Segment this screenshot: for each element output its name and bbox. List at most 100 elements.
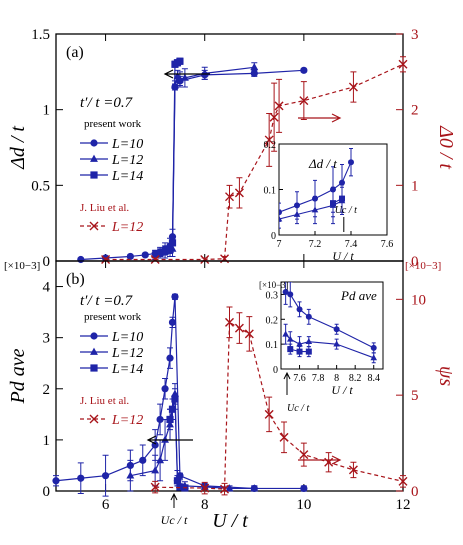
inset-point (339, 179, 345, 186)
series-circle-point (126, 252, 134, 261)
legend-marker (90, 139, 98, 147)
series-triangle-point (161, 435, 170, 443)
arrow-right (298, 113, 342, 123)
uc-arrow (170, 492, 178, 508)
series-triangle (151, 62, 259, 260)
legend-label: L=10 (111, 330, 143, 345)
series-x-point (264, 409, 274, 419)
y-axis-label-right: ψs (435, 366, 457, 386)
inset-point (287, 346, 294, 353)
series-triangle-point (180, 73, 189, 81)
arrow-left (146, 435, 193, 445)
legend-marker (90, 171, 98, 179)
panel-label: (a) (66, 44, 84, 61)
series-x-point (274, 101, 284, 111)
legend-marker (90, 154, 98, 162)
arrow-left (163, 69, 210, 79)
inset-y-tick-label: 0.3 (266, 290, 279, 301)
series-triangle-point (156, 456, 165, 464)
series-x-point (244, 329, 254, 339)
y-tick-label-left: 0.5 (31, 178, 50, 194)
inset-point (279, 209, 282, 216)
inset-point (370, 344, 377, 351)
series-square-line (169, 60, 181, 250)
series-triangle-line (154, 66, 255, 256)
series-square-point (176, 483, 184, 491)
series-triangle-point (151, 466, 160, 474)
legend-label: L=14 (111, 169, 143, 184)
series-square-point (168, 239, 177, 247)
series-circle-point (171, 293, 179, 301)
series-triangle-point (250, 484, 259, 492)
arrow-right (298, 455, 342, 465)
series-x-point (200, 483, 210, 493)
inset-point (296, 306, 303, 313)
series-x-point (150, 482, 160, 492)
inset-y-tick-label: 0.1 (264, 186, 277, 197)
series-triangle-line (130, 393, 255, 490)
series-circle-point (52, 477, 60, 485)
series-circle-point (300, 484, 308, 493)
series-x-point (398, 476, 408, 486)
inset-point (279, 215, 283, 222)
x-tick-label: 10 (296, 497, 311, 513)
inset-uc-label: Uc / t (335, 205, 357, 216)
series-x (101, 56, 408, 264)
series-x-point (269, 112, 279, 122)
legend-marker (90, 347, 98, 355)
inset-point (287, 291, 294, 298)
legend-marker (90, 332, 98, 340)
inset-x-tick-label: 7.2 (309, 239, 322, 250)
series-x-point (225, 192, 234, 202)
y-axis-label-left: Δd / t (7, 126, 29, 170)
inset-y-label: Pd ave (340, 288, 377, 303)
inset-x-tick-label: 7.6 (293, 373, 306, 384)
inset-x-tick-label: 7 (277, 239, 282, 250)
y-tick-label-left: 3 (43, 331, 51, 347)
y-tick-label-right: 0 (411, 254, 419, 270)
legend-marker (90, 364, 98, 372)
inset-point (370, 354, 378, 361)
inset-point (286, 335, 294, 342)
inset-x-tick-label: 8 (334, 373, 339, 384)
series-circle-point (141, 251, 149, 259)
x-tick-label: 12 (396, 497, 411, 513)
x-tick-label: 8 (201, 497, 209, 513)
inset-y-tick-label: 0 (271, 231, 276, 242)
inset-point (333, 340, 340, 347)
legend-ref: J. Liu et al. (80, 202, 129, 214)
series-x-point (220, 484, 230, 494)
series-x-point (225, 317, 234, 327)
legend-ref: J. Liu et al. (80, 395, 129, 407)
legend-marker (89, 414, 99, 424)
series-x (150, 306, 408, 496)
series-x-point (234, 323, 244, 333)
inset-point (348, 159, 354, 166)
inset-x-tick-label: 8.2 (349, 373, 362, 384)
inset-point (305, 348, 312, 355)
legend-marker (89, 221, 99, 231)
param-text: t′/ t =0.7 (80, 293, 134, 309)
legend-label: L=14 (111, 362, 143, 377)
series-x-point (398, 59, 408, 69)
y-tick-label-left: 1.5 (31, 27, 50, 43)
y-tick-label-left: 4 (43, 280, 51, 296)
series-x-point (150, 254, 160, 264)
inset-x-label: U / t (332, 249, 354, 263)
y-tick-label-left: 2 (43, 382, 51, 398)
legend-label: L=12 (111, 153, 143, 168)
inset-errorbar (279, 209, 281, 229)
legend-title: present work (84, 311, 142, 323)
inset-y-tick-label: 0.2 (266, 315, 279, 326)
series-triangle-point (126, 471, 135, 479)
inset-point (330, 200, 336, 207)
series-circle-point (300, 66, 308, 74)
legend-label: L=12 (111, 346, 143, 361)
inset-scale: [×10−3] (259, 280, 289, 290)
y-axis-label-right: Δ0 / t (435, 125, 457, 169)
inset-point (282, 288, 289, 295)
inset-plot (282, 282, 378, 364)
series-circle-point (168, 318, 177, 326)
series-square-point (166, 245, 174, 253)
legend-label: L=12 (111, 413, 143, 428)
